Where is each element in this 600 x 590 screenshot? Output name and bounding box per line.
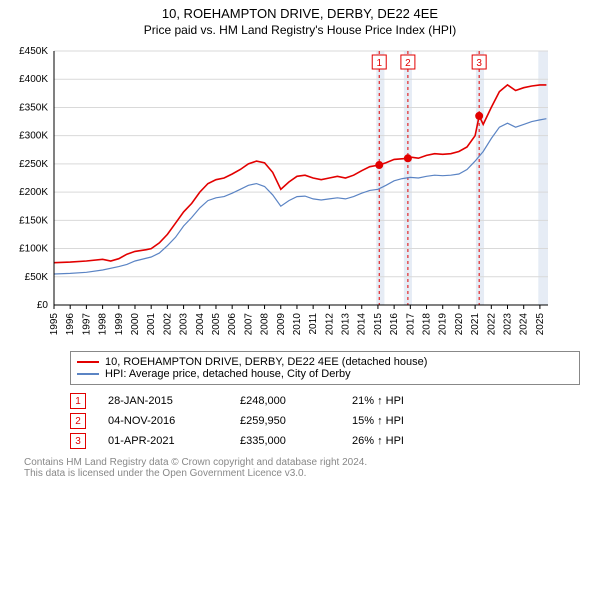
footer-line-2: This data is licensed under the Open Gov… (24, 468, 580, 479)
x-tick-label: 1997 (81, 313, 92, 336)
x-tick-label: 2025 (535, 313, 546, 336)
x-tick-label: 2001 (146, 313, 157, 336)
legend-swatch (77, 373, 99, 375)
x-tick-label: 2003 (179, 313, 190, 336)
sale-price: £259,950 (240, 415, 330, 427)
sale-number-box: 1 (70, 393, 86, 409)
y-tick-label: £350K (19, 102, 48, 113)
x-tick-label: 2007 (243, 313, 254, 336)
x-tick-label: 2002 (162, 313, 173, 336)
price-chart: £0 £50K £100K £150K £200K £250K £300K £350K £400… (0, 45, 600, 345)
footer-line-1: Contains HM Land Registry data © Crown c… (24, 457, 580, 468)
x-tick-label: 2019 (438, 313, 449, 336)
x-tick-label: 2014 (357, 313, 368, 336)
y-tick-label: £400K (19, 74, 48, 85)
x-tick-label: 2022 (486, 313, 497, 336)
x-tick-label: 2009 (276, 313, 287, 336)
legend-swatch (77, 361, 99, 363)
legend-item: HPI: Average price, detached house, City… (77, 368, 573, 380)
sales-table: 1 28-JAN-2015 £248,000 21% ↑ HPI 2 04-NOV-201… (70, 393, 580, 449)
sale-marker (375, 161, 383, 169)
sale-date: 04-NOV-2016 (108, 415, 218, 427)
y-tick-label: £150K (19, 215, 48, 226)
legend-label: HPI: Average price, detached house, City… (105, 368, 351, 380)
y-tick-label: £0 (37, 300, 49, 311)
x-tick-label: 2024 (519, 313, 530, 336)
sale-number-box: 3 (70, 433, 86, 449)
x-tick-label: 2020 (454, 313, 465, 336)
y-tick-label: £100K (19, 244, 48, 255)
page-title: 10, ROEHAMPTON DRIVE, DERBY, DE22 4EE (0, 6, 600, 21)
x-tick-label: 2013 (341, 313, 352, 336)
x-tick-label: 2005 (211, 313, 222, 336)
sale-delta: 21% ↑ HPI (352, 395, 404, 407)
y-tick-label: £300K (19, 131, 48, 142)
sale-delta: 15% ↑ HPI (352, 415, 404, 427)
x-tick-label: 1999 (114, 313, 125, 336)
sale-row: 1 28-JAN-2015 £248,000 21% ↑ HPI (70, 393, 580, 409)
x-tick-label: 2008 (260, 313, 271, 336)
svg-text:2: 2 (405, 58, 411, 69)
y-tick-label: £50K (25, 272, 49, 283)
y-tick-label: £450K (19, 46, 48, 57)
x-tick-label: 2023 (503, 313, 514, 336)
x-tick-label: 2016 (389, 313, 400, 336)
x-tick-label: 2018 (422, 313, 433, 336)
x-tick-label: 1998 (98, 313, 109, 336)
sale-marker (475, 112, 483, 120)
x-tick-label: 2004 (195, 313, 206, 336)
x-tick-label: 2000 (130, 313, 141, 336)
sale-number-box: 2 (70, 413, 86, 429)
y-tick-label: £200K (19, 187, 48, 198)
x-tick-label: 2006 (227, 313, 238, 336)
sale-delta: 26% ↑ HPI (352, 435, 404, 447)
sale-marker (404, 154, 412, 162)
svg-text:1: 1 (376, 58, 382, 69)
sale-row: 3 01-APR-2021 £335,000 26% ↑ HPI (70, 433, 580, 449)
x-tick-label: 2010 (292, 313, 303, 336)
legend-item: 10, ROEHAMPTON DRIVE, DERBY, DE22 4EE (d… (77, 356, 573, 368)
x-tick-label: 2012 (324, 313, 335, 336)
x-tick-label: 2017 (405, 313, 416, 336)
sale-date: 28-JAN-2015 (108, 395, 218, 407)
svg-text:3: 3 (476, 58, 482, 69)
legend: 10, ROEHAMPTON DRIVE, DERBY, DE22 4EE (d… (70, 351, 580, 385)
sale-row: 2 04-NOV-2016 £259,950 15% ↑ HPI (70, 413, 580, 429)
sale-price: £335,000 (240, 435, 330, 447)
page-subtitle: Price paid vs. HM Land Registry's House … (0, 23, 600, 37)
x-tick-label: 2011 (308, 313, 319, 335)
x-tick-label: 1996 (65, 313, 76, 336)
sale-date: 01-APR-2021 (108, 435, 218, 447)
x-tick-label: 1995 (49, 313, 60, 336)
legend-label: 10, ROEHAMPTON DRIVE, DERBY, DE22 4EE (d… (105, 356, 427, 368)
sale-price: £248,000 (240, 395, 330, 407)
x-tick-label: 2021 (470, 313, 481, 336)
x-tick-label: 2015 (373, 313, 384, 336)
y-tick-label: £250K (19, 159, 48, 170)
